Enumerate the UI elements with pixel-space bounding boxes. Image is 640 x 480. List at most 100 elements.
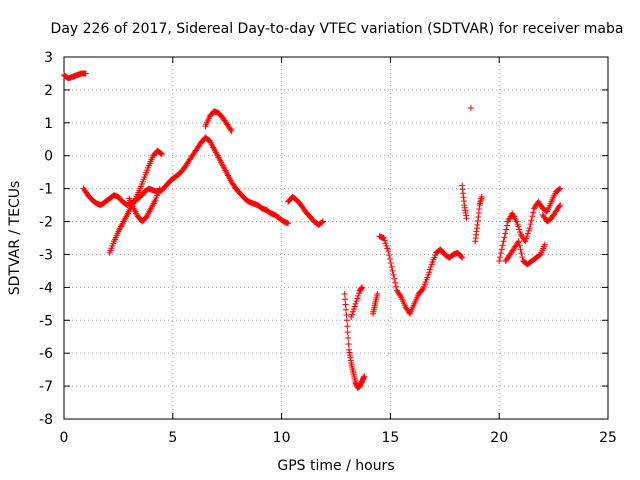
data-point [381,237,388,244]
data-point [522,238,529,245]
data-point [523,235,530,242]
data-point [349,311,356,318]
y-tick-label: 2 [44,83,53,99]
data-point [519,254,526,261]
data-point [348,313,355,320]
data-point [319,218,326,225]
x-tick-label: 15 [381,430,399,446]
data-point [427,266,434,273]
data-point [529,213,536,220]
y-axis-label: SDTVAR / TECUs [7,181,23,296]
y-tick-label: -1 [39,182,53,198]
data-point [515,223,522,230]
data-point [343,312,350,319]
data-point [389,267,396,274]
data-point [516,226,523,233]
data-point [361,373,368,380]
data-point [427,263,434,270]
data-point [527,221,534,228]
data-point [463,215,470,222]
data-point [502,230,509,237]
data-point [384,245,391,252]
data-point [426,269,433,276]
data-point [556,203,563,210]
plot-frame [63,56,609,420]
data-point [425,271,432,278]
data-point [158,151,165,158]
data-point [386,252,393,259]
y-tick-label: -6 [39,346,53,362]
data-point [557,185,564,192]
y-tick-label: -2 [39,215,53,231]
y-tick-labels: -8 -7 -6 -5 -4 -3 -2 -1 0 1 2 3 [39,50,53,428]
x-axis-label: GPS time / hours [277,458,394,474]
y-tick-label: 1 [44,116,53,132]
x-tick-label: 0 [60,430,69,446]
data-point [351,303,358,310]
data-point [467,105,474,112]
data-point [518,250,525,257]
data-point [341,290,348,297]
y-tick-label: -7 [39,379,53,395]
y-tick-label: 3 [44,50,53,66]
axis-ticks [63,56,609,420]
data-point [513,218,520,225]
data-point [516,242,523,249]
x-tick-labels: 0 5 10 15 20 25 [60,430,617,446]
data-point [424,274,431,281]
data-point [228,128,235,135]
data-point [343,317,350,324]
y-tick-label: -8 [39,412,53,428]
data-point [344,329,351,336]
data-point [382,240,389,247]
data-point [496,258,503,265]
data-point [386,256,393,263]
data-point [499,242,506,249]
x-tick-label: 10 [273,430,291,446]
data-point [528,217,535,224]
data-point [524,230,531,237]
data-point [478,193,485,200]
data-point [345,340,352,347]
data-point [390,271,397,278]
grid [64,57,608,419]
data-point [517,246,524,253]
x-tick-label: 25 [599,430,617,446]
data-point [524,233,531,240]
data-point [515,238,522,245]
y-tick-label: 0 [44,149,53,165]
data-point [352,300,359,307]
data-point [419,286,426,293]
data-point [385,248,392,255]
data-point [517,229,524,236]
data-point [541,241,548,248]
y-tick-label: -5 [39,313,53,329]
data-point [387,260,394,267]
data-point [503,226,510,233]
data-point [344,323,351,330]
data-point [345,335,352,342]
data-point [556,186,563,193]
data-point [82,70,89,77]
data-point [227,126,234,133]
y-tick-label: -3 [39,247,53,263]
data-point [342,301,349,308]
data-point [319,219,326,226]
data-point [342,296,349,303]
data-point [525,227,532,234]
data-point [557,202,564,209]
data-point [380,235,387,241]
data-point [526,225,533,232]
data-point [355,292,362,299]
y-tick-label: -4 [39,280,53,296]
data-point [391,275,398,282]
data-point [158,150,165,157]
data-point [514,221,521,228]
data-point [354,295,361,302]
data-point [285,220,292,227]
data-point [393,283,400,290]
data-point [388,263,395,270]
data-point [343,306,350,313]
chart-title: Day 226 of 2017, Sidereal Day-to-day VTE… [51,21,624,37]
